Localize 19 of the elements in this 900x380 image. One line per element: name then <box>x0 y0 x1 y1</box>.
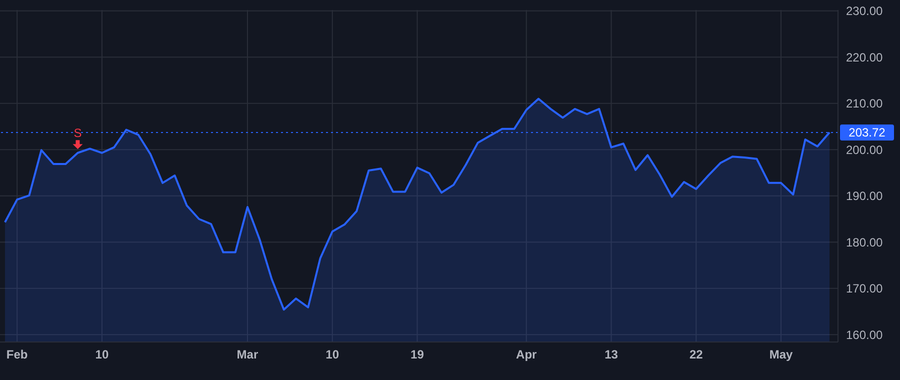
x-tick-label: Apr <box>516 348 538 362</box>
x-tick-label: May <box>769 348 794 362</box>
x-tick-label: 22 <box>689 348 704 362</box>
series-label: S <box>74 126 82 140</box>
x-tick-label: 10 <box>95 348 109 362</box>
x-tick-label: Feb <box>6 348 28 362</box>
y-tick-label: 170.00 <box>846 282 884 296</box>
x-tick-label: Mar <box>236 348 258 362</box>
y-tick-label: 210.00 <box>846 96 884 111</box>
y-tick-label: 160.00 <box>846 328 884 342</box>
x-tick-label: 13 <box>604 348 618 362</box>
y-tick-label: 230.00 <box>846 4 884 18</box>
y-tick-label: 190.00 <box>846 189 884 204</box>
x-tick-label: 10 <box>326 348 340 362</box>
x-tick-label: 19 <box>410 348 424 362</box>
ref-line-label: 203.72 <box>848 125 886 140</box>
y-tick-label: 180.00 <box>846 235 884 250</box>
y-tick-label: 200.00 <box>846 142 884 157</box>
y-tick-label: 220.00 <box>846 50 884 64</box>
